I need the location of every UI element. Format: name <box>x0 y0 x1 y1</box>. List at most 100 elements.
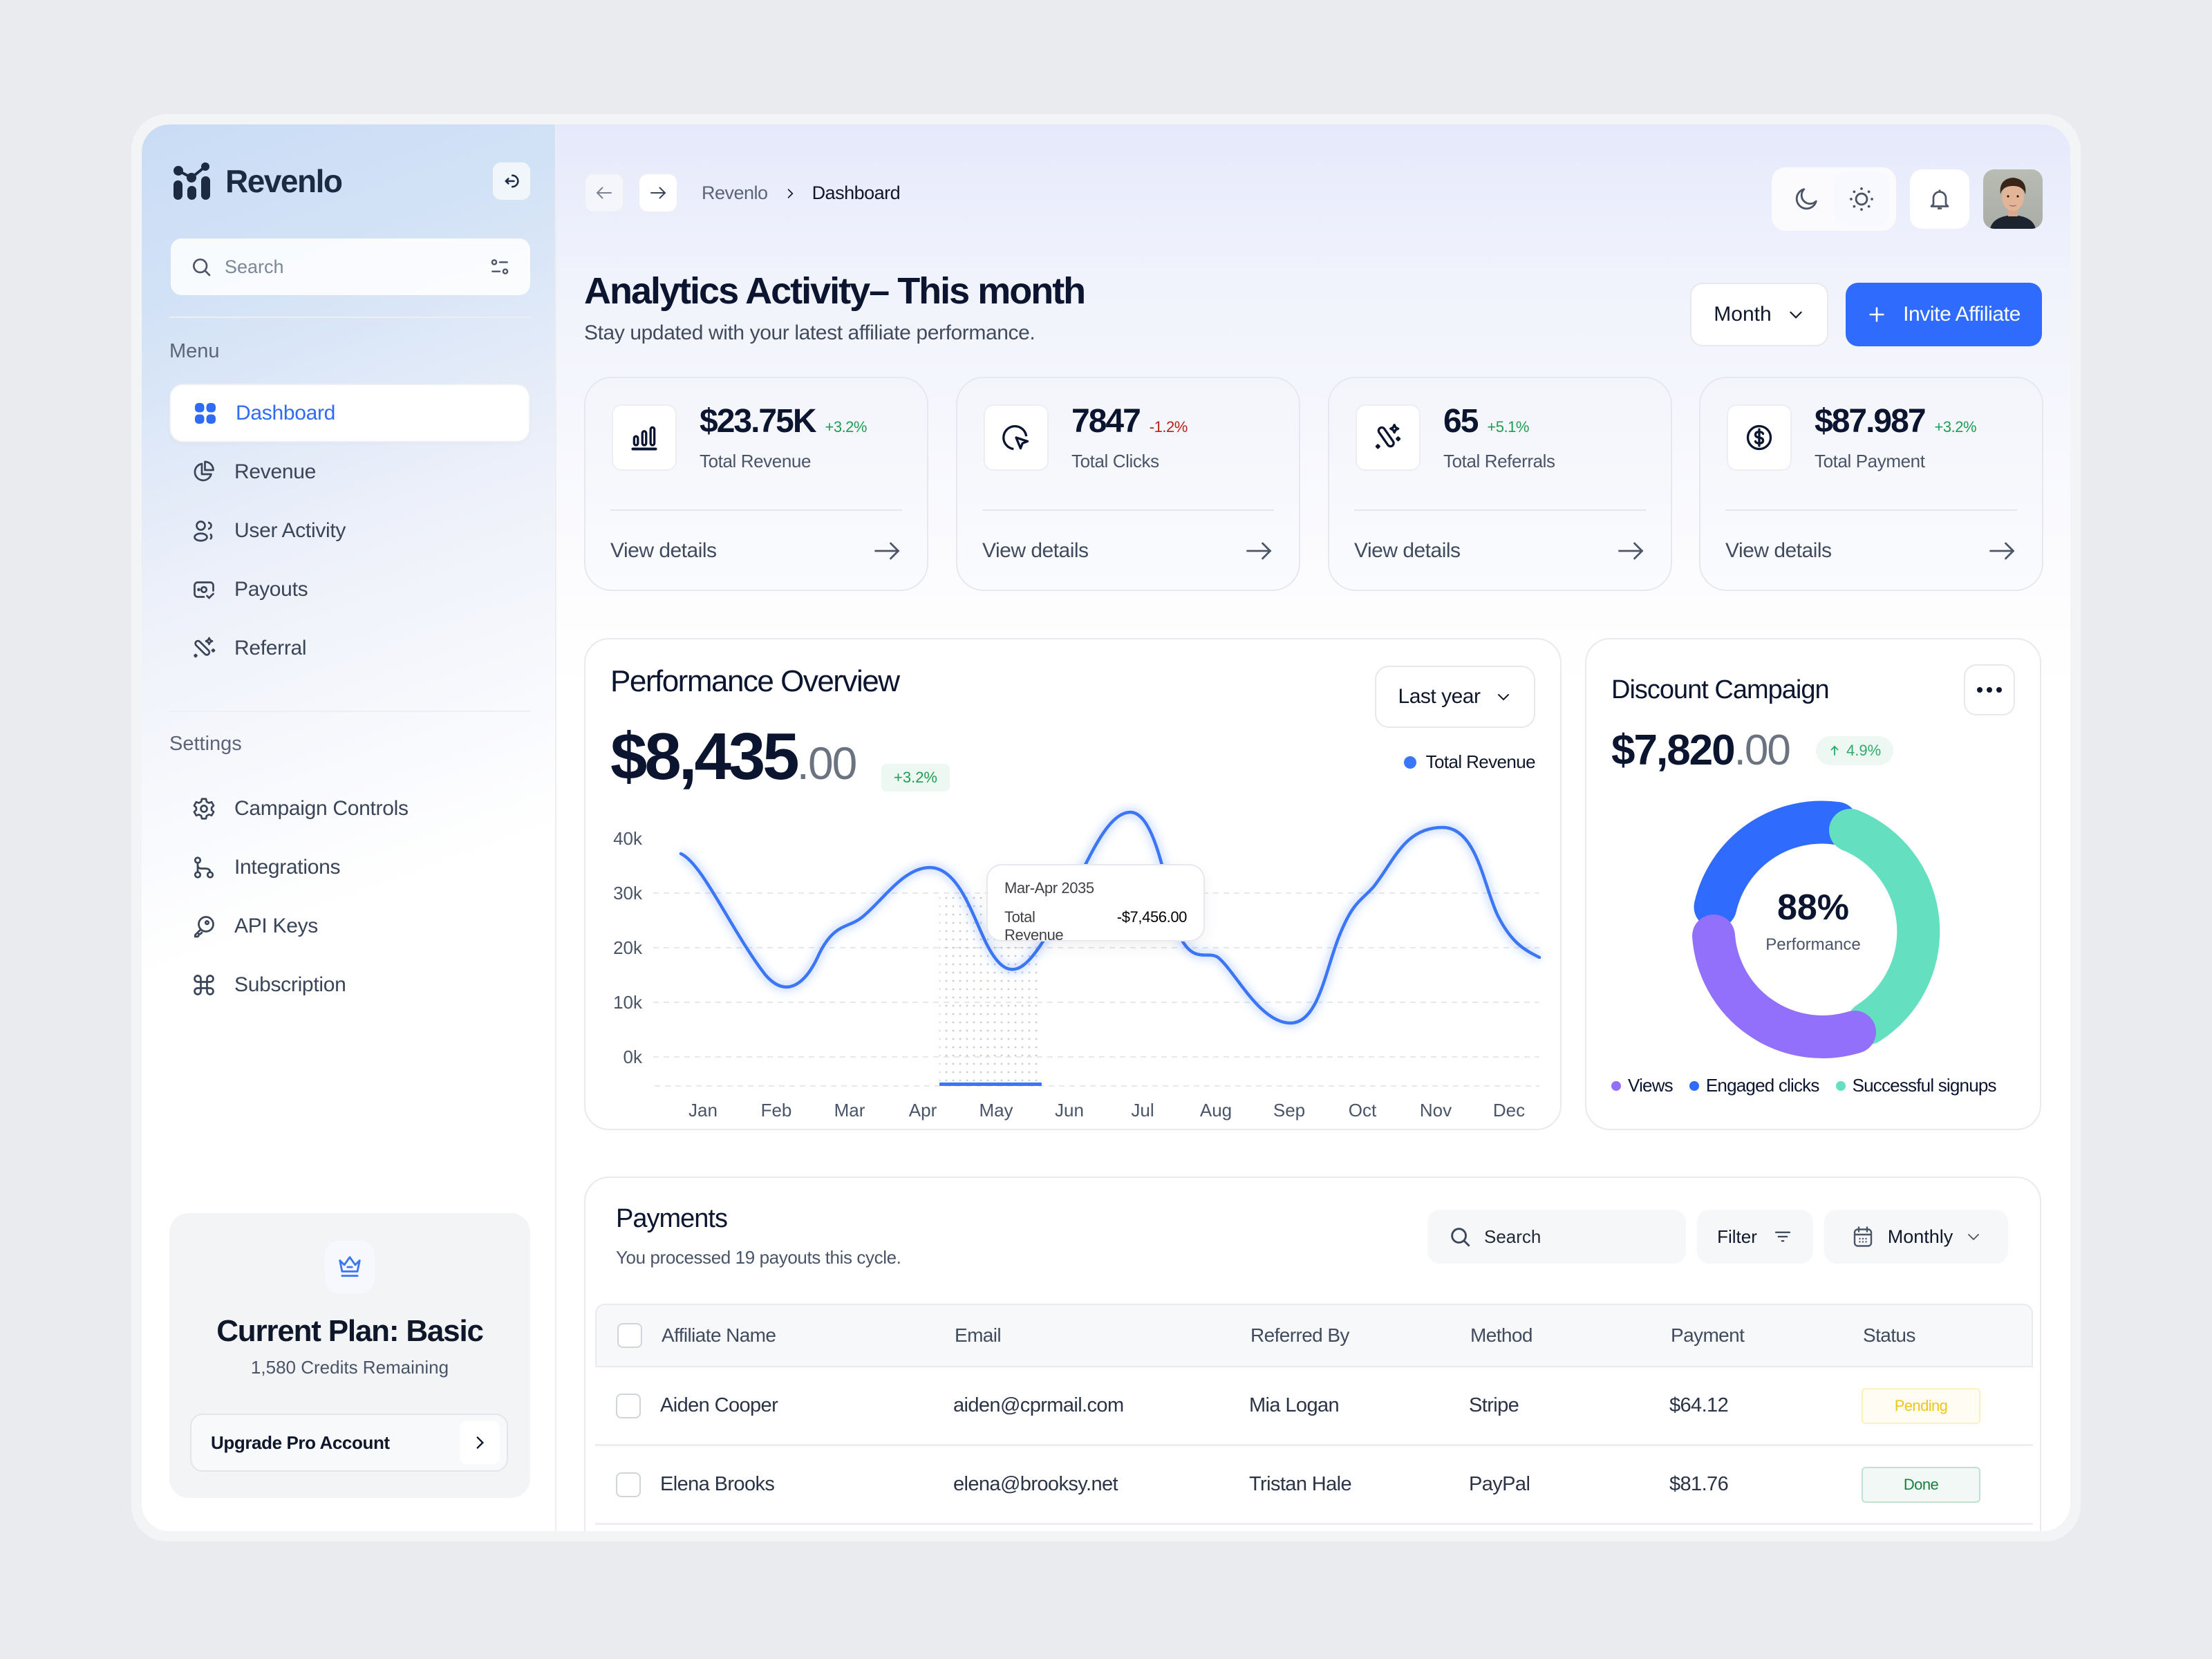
segment-views <box>1692 915 1876 1058</box>
pie-chart-icon <box>194 460 214 481</box>
sidebar-item-subscription[interactable]: Subscription <box>169 955 530 1014</box>
forward-button[interactable] <box>638 173 678 213</box>
sidebar-item-payouts[interactable]: Payouts <box>169 560 530 619</box>
kpi-delta: +3.2% <box>1934 418 1977 435</box>
collapse-sidebar-button[interactable] <box>493 162 530 200</box>
donut-legend: Views Engaged clicks Successful signups <box>1611 1075 2019 1096</box>
table-row[interactable]: Aiden Cooper aiden@cprmail.com Mia Logan… <box>595 1367 2033 1446</box>
svg-text:0k: 0k <box>624 1047 643 1067</box>
dark-mode-button[interactable] <box>1779 171 1834 227</box>
sidebar-item-referral[interactable]: Referral <box>169 619 530 677</box>
filter-sliders-icon[interactable] <box>489 256 511 278</box>
page-subtitle: Stay updated with your latest affiliate … <box>584 321 1035 344</box>
sidebar-item-label: API Keys <box>234 914 318 937</box>
breadcrumb-root[interactable]: Revenlo <box>702 182 768 203</box>
arrow-right-icon <box>1618 542 1644 560</box>
sidebar-item-integrations[interactable]: Integrations <box>169 838 530 897</box>
upgrade-label: Upgrade Pro Account <box>211 1432 390 1453</box>
segment-successful-signups <box>1829 809 1940 1044</box>
svg-text:Jul: Jul <box>1131 1100 1154 1121</box>
users-icon <box>194 520 213 542</box>
sidebar-item-label: Campaign Controls <box>234 796 409 820</box>
row-checkbox[interactable] <box>616 1472 641 1497</box>
sidebar-item-dashboard[interactable]: Dashboard <box>169 384 530 442</box>
main-content: Revenlo Dashboard <box>556 124 2070 1531</box>
view-details-link[interactable]: View details <box>1354 536 1646 566</box>
column-header[interactable]: Status <box>1863 1324 1915 1346</box>
brand[interactable]: Revenlo <box>173 162 343 200</box>
svg-text:Feb: Feb <box>761 1100 792 1121</box>
legend-label: Total Revenue <box>1425 751 1536 772</box>
dot-icon <box>1996 687 2002 693</box>
line-chart[interactable]: 40k 30k 20k 10k 0k Jan F <box>585 639 1563 1132</box>
cell-name: Aiden Cooper <box>660 1394 778 1416</box>
table-row[interactable]: Elena Brooks elena@brooksy.net Tristan H… <box>595 1446 2033 1525</box>
upgrade-chevron <box>460 1421 500 1464</box>
sidebar-item-label: Revenue <box>234 460 316 483</box>
kpi-divider <box>982 509 1274 511</box>
invite-affiliate-button[interactable]: Invite Affiliate <box>1846 283 2042 346</box>
breadcrumb: Revenlo Dashboard <box>702 182 901 204</box>
more-options-button[interactable] <box>1964 664 2015 715</box>
kpi-label: Total Referrals <box>1443 451 1555 471</box>
filter-label: Filter <box>1717 1226 1757 1247</box>
back-button[interactable] <box>584 173 624 213</box>
period-select[interactable]: Month <box>1690 283 1828 346</box>
light-mode-button[interactable] <box>1834 171 1889 227</box>
column-header[interactable]: Method <box>1470 1324 1533 1346</box>
cell-payment: $64.12 <box>1669 1394 1729 1416</box>
payments-search-input[interactable] <box>1484 1226 1664 1248</box>
command-icon <box>194 974 214 995</box>
svg-text:Apr: Apr <box>909 1100 937 1121</box>
y-axis-labels: 40k 30k 20k 10k 0k <box>613 828 643 1067</box>
range-select[interactable]: Last year <box>1375 666 1535 728</box>
kpi-value: 7847 -1.2% <box>1071 403 1188 440</box>
payments-search[interactable] <box>1427 1210 1686 1264</box>
donut-chart[interactable] <box>1683 800 1946 1062</box>
view-details-link[interactable]: View details <box>982 536 1274 566</box>
segment-engaged-clicks <box>1694 800 1858 928</box>
row-checkbox[interactable] <box>616 1393 641 1418</box>
sidebar-item-campaign-controls[interactable]: Campaign Controls <box>169 779 530 838</box>
avatar[interactable] <box>1983 169 2043 229</box>
period-dropdown[interactable]: Monthly <box>1824 1210 2008 1264</box>
sidebar-item-api-keys[interactable]: API Keys <box>169 897 530 955</box>
sidebar-item-user-activity[interactable]: User Activity <box>169 501 530 560</box>
filter-lines-icon <box>1774 1231 1791 1242</box>
breadcrumb-current: Dashboard <box>812 182 901 203</box>
sidebar-search-input[interactable] <box>225 256 476 278</box>
dot-icon <box>1977 687 1983 693</box>
sidebar-item-label: Payouts <box>234 577 308 601</box>
grid-icon <box>195 402 216 424</box>
sidebar-item-revenue[interactable]: Revenue <box>169 442 530 501</box>
upgrade-pro-button[interactable]: Upgrade Pro Account <box>190 1414 508 1472</box>
panel-subtitle: You processed 19 payouts this cycle. <box>616 1247 901 1268</box>
cell-payment: $81.76 <box>1669 1473 1729 1495</box>
column-header[interactable]: Email <box>955 1324 1002 1346</box>
column-header[interactable]: Affiliate Name <box>662 1324 776 1346</box>
column-header[interactable]: Referred By <box>1250 1324 1349 1346</box>
plus-icon <box>1869 307 1884 322</box>
svg-text:20k: 20k <box>613 937 643 958</box>
search-icon <box>193 259 211 276</box>
search-icon <box>1451 1228 1470 1247</box>
column-header[interactable]: Payment <box>1671 1324 1745 1346</box>
brand-name: Revenlo <box>225 163 343 199</box>
notifications-button[interactable] <box>1910 169 1969 229</box>
discount-campaign-panel: Discount Campaign $7,820.00 4.9% 88% Per… <box>1585 638 2041 1130</box>
view-details-link[interactable]: View details <box>610 536 902 566</box>
view-details-link[interactable]: View details <box>1725 536 2017 566</box>
kpi-icon-box <box>1727 404 1792 471</box>
highlight-bar <box>939 1082 1042 1086</box>
payout-icon <box>194 581 214 599</box>
filter-button[interactable]: Filter <box>1697 1210 1813 1264</box>
bell-icon <box>1930 189 1949 209</box>
theme-toggle[interactable] <box>1772 167 1896 231</box>
arrow-up-icon <box>1830 745 1839 756</box>
menu-section-label: Menu <box>169 340 220 362</box>
svg-text:40k: 40k <box>613 828 643 849</box>
select-all-checkbox[interactable] <box>617 1323 642 1348</box>
sidebar-search[interactable] <box>171 238 530 295</box>
kpi-divider <box>610 509 902 511</box>
svg-text:Sep: Sep <box>1273 1100 1305 1121</box>
